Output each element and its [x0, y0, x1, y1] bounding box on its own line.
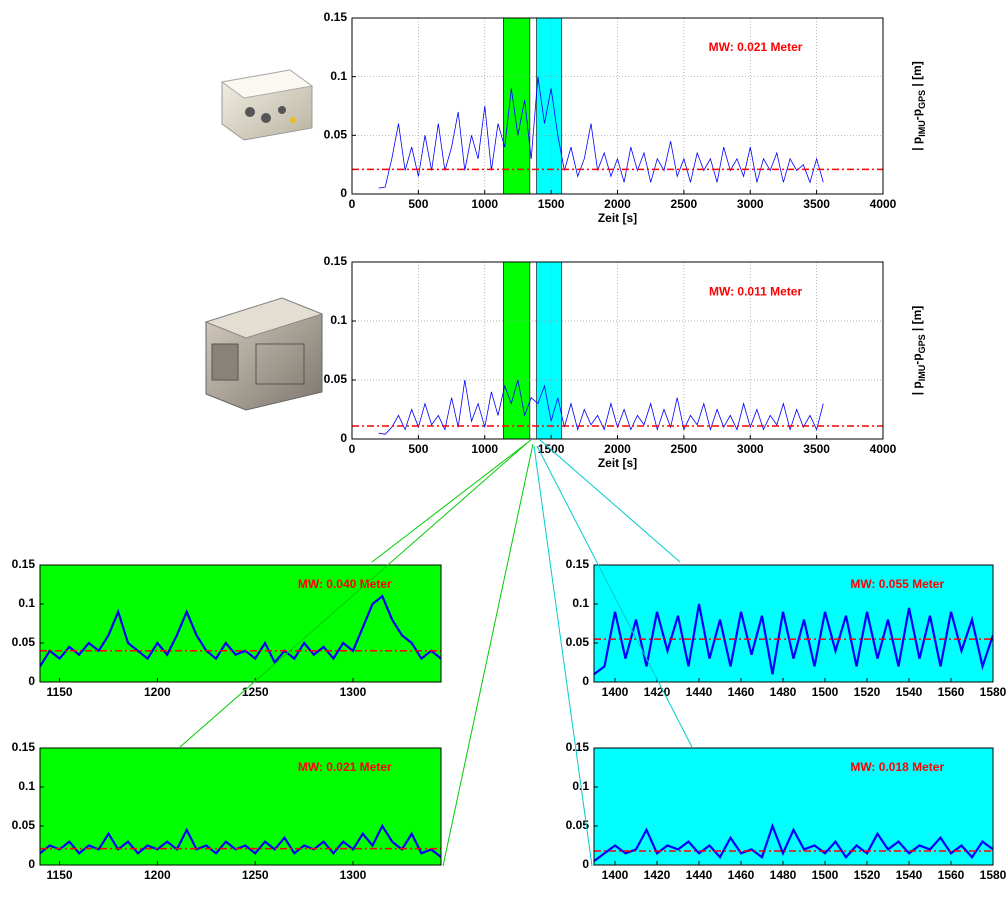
y-tick-label: 0	[28, 857, 35, 871]
y-tick-label: 0.05	[12, 818, 36, 832]
x-tick-label: 4000	[870, 197, 897, 211]
mean-annotation: MW: 0.021 Meter	[709, 40, 803, 54]
x-tick-label: 1460	[728, 868, 755, 882]
y-axis-label-part: | p	[910, 381, 924, 395]
y-tick-label: 0.1	[18, 779, 35, 793]
y-axis-label-part: GPS	[917, 90, 927, 109]
x-tick-label: 1480	[770, 685, 797, 699]
y-axis-label-part: | p	[910, 137, 924, 151]
x-tick-label: 1440	[686, 685, 713, 699]
y-tick-label: 0.1	[18, 596, 35, 610]
x-tick-label: 1540	[896, 685, 923, 699]
x-tick-label: 1300	[340, 685, 367, 699]
chart: 00.050.10.151400142014401460148015001520…	[566, 740, 1007, 882]
x-tick-label: 1480	[770, 868, 797, 882]
chart: 00.050.10.150500100015002000250030003500…	[324, 254, 928, 470]
y-tick-label: 0.15	[12, 740, 36, 754]
x-tick-label: 2500	[671, 197, 698, 211]
y-tick-label: 0.15	[566, 557, 590, 571]
y-axis-label-part: IMU	[917, 120, 927, 137]
x-tick-label: 1460	[728, 685, 755, 699]
x-tick-label: 0	[349, 197, 356, 211]
y-tick-label: 0.05	[324, 372, 348, 386]
y-tick-label: 0	[582, 674, 589, 688]
x-tick-label: 1150	[47, 685, 73, 699]
x-axis-label: Zeit [s]	[598, 211, 637, 225]
device-image-1	[222, 70, 312, 140]
highlight-band	[537, 18, 562, 194]
x-tick-label: 1440	[686, 868, 713, 882]
y-tick-label: 0.05	[566, 635, 590, 649]
x-tick-label: 1520	[854, 685, 881, 699]
y-tick-label: 0.05	[12, 635, 36, 649]
x-tick-label: 1250	[242, 868, 269, 882]
y-tick-label: 0	[340, 431, 347, 445]
mean-annotation: MW: 0.021 Meter	[298, 760, 392, 774]
x-tick-label: 1200	[144, 868, 171, 882]
y-axis-label-part: | [m]	[910, 61, 924, 90]
y-tick-label: 0	[340, 186, 347, 200]
x-tick-label: 1560	[938, 685, 965, 699]
chart: 0 0.05 0.1 0.15 1150 1200 1250 1300 MW: 0.040 Me…	[12, 557, 441, 699]
x-tick-label: 1420	[644, 868, 671, 882]
x-tick-label: 1540	[896, 868, 923, 882]
x-tick-label: 1250	[242, 685, 269, 699]
y-tick-label: 0.15	[324, 10, 348, 24]
y-tick-label: 0.15	[12, 557, 36, 571]
y-tick-label: 0	[582, 857, 589, 871]
x-tick-label: 4000	[870, 442, 897, 456]
chart: 0 0.05 0.1 0.15 1150 1200 1250 1300 MW: 0.021 Me…	[12, 740, 441, 882]
highlight-band	[503, 18, 530, 194]
x-tick-label: 1400	[602, 685, 629, 699]
x-tick-label: 1580	[980, 685, 1007, 699]
x-tick-label: 3000	[737, 442, 764, 456]
x-tick-label: 1000	[471, 442, 498, 456]
y-axis-label: | pIMU-pGPS | [m]	[910, 306, 927, 396]
x-tick-label: 1500	[538, 197, 565, 211]
x-tick-label: 500	[408, 197, 428, 211]
x-tick-label: 3500	[803, 442, 830, 456]
y-axis-label-part: -p	[910, 109, 924, 120]
x-tick-label: 1580	[980, 868, 1007, 882]
x-tick-label: 1200	[144, 685, 171, 699]
x-tick-label: 2000	[604, 197, 631, 211]
figure: 0 0.05 0.1 0.15 0 500 1000 1500 2000 2500 3000 3500…	[0, 0, 1008, 900]
x-tick-label: 1150	[47, 868, 73, 882]
x-tick-label: 1560	[938, 868, 965, 882]
x-tick-label: 1000	[471, 197, 498, 211]
x-tick-label: 1300	[340, 868, 367, 882]
y-tick-label: 0.15	[324, 254, 348, 268]
x-tick-label: 2000	[604, 442, 631, 456]
x-axis-label: Zeit [s]	[598, 456, 637, 470]
y-axis-label-part: IMU	[917, 365, 927, 382]
y-axis-label-part: | [m]	[910, 306, 924, 335]
device-image-2	[206, 298, 322, 410]
x-tick-label: 0	[349, 442, 356, 456]
y-tick-label: 0.1	[330, 313, 347, 327]
y-tick-label: 0.15	[566, 740, 590, 754]
x-tick-label: 3000	[737, 197, 764, 211]
x-tick-label: 1400	[602, 868, 629, 882]
mean-annotation: MW: 0.011 Meter	[709, 284, 802, 298]
mean-annotation: MW: 0.040 Meter	[298, 577, 392, 591]
y-tick-label: 0.1	[572, 596, 589, 610]
x-tick-label: 2500	[671, 442, 698, 456]
x-tick-label: 500	[408, 442, 428, 456]
chart: 0 0.05 0.1 0.15 0 500 1000 1500 2000 2500 3000 3500…	[324, 10, 928, 225]
y-tick-label: 0.1	[330, 69, 347, 83]
x-tick-label: 1520	[854, 868, 881, 882]
y-axis-label-part: GPS	[917, 334, 927, 353]
x-tick-label: 1500	[812, 868, 839, 882]
y-axis-label-part: -p	[910, 353, 924, 364]
mean-annotation: MW: 0.055 Meter	[850, 577, 944, 591]
y-tick-label: 0.05	[324, 128, 348, 142]
x-tick-label: 3500	[803, 197, 830, 211]
x-tick-label: 1500	[812, 685, 839, 699]
mean-annotation: MW: 0.018 Meter	[850, 760, 944, 774]
y-axis-label: | pIMU-pGPS | [m]	[910, 61, 927, 151]
y-tick-label: 0	[28, 674, 35, 688]
